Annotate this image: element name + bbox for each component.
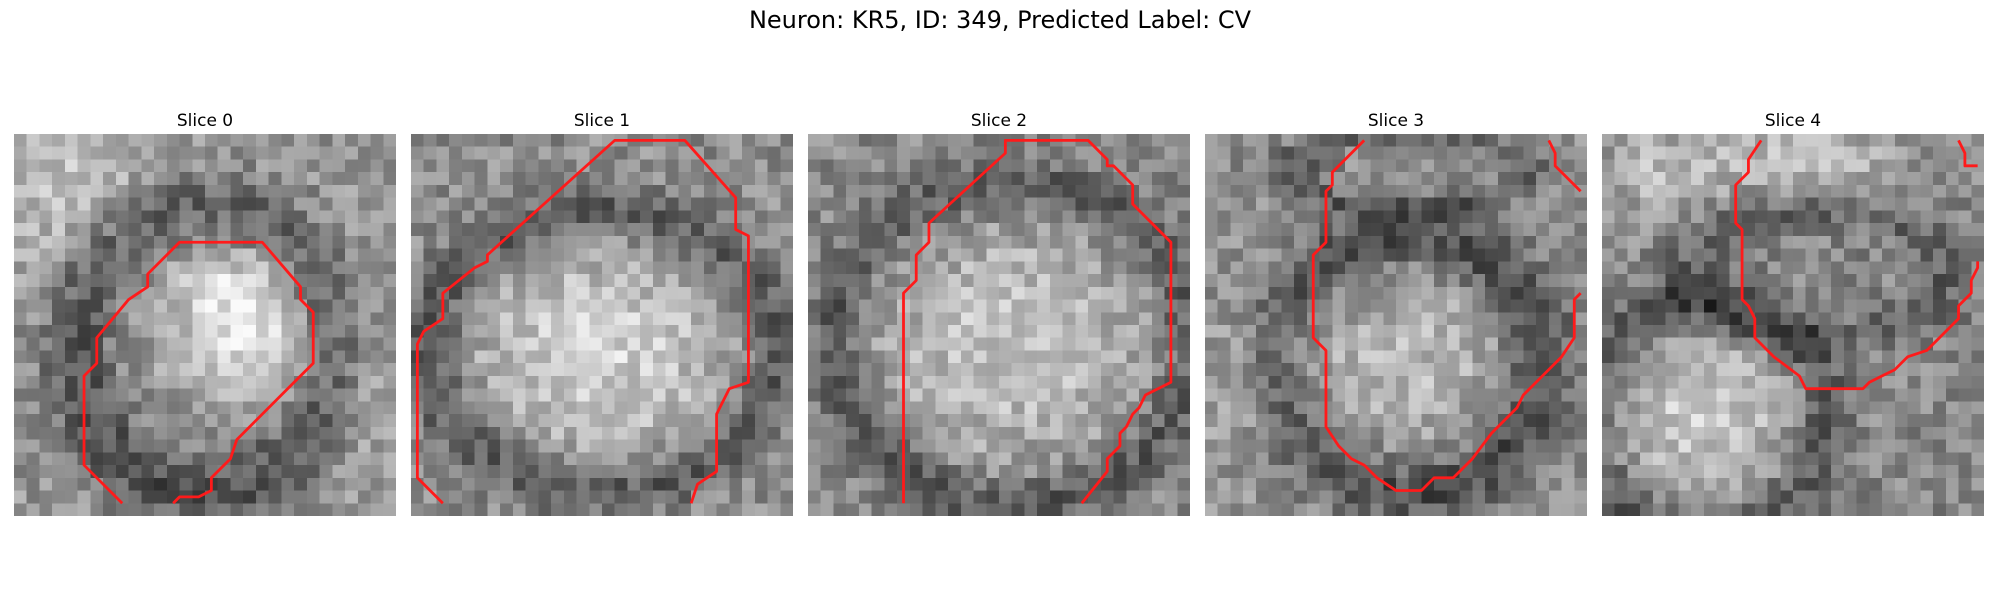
slice-panel-2: Slice 2 (808, 108, 1190, 516)
slice-3-title: Slice 3 (1205, 108, 1587, 134)
slice-0-image (14, 134, 396, 516)
slice-4-image (1602, 134, 1984, 516)
slice-2-image (808, 134, 1190, 516)
slice-panel-3: Slice 3 (1205, 108, 1587, 516)
slice-panel-0: Slice 0 (14, 108, 396, 516)
slice-panel-4: Slice 4 (1602, 108, 1984, 516)
slice-0-title: Slice 0 (14, 108, 396, 134)
slice-1-title: Slice 1 (411, 108, 793, 134)
slice-panel-1: Slice 1 (411, 108, 793, 516)
slice-4-title: Slice 4 (1602, 108, 1984, 134)
slice-2-title: Slice 2 (808, 108, 1190, 134)
slice-3-image (1205, 134, 1587, 516)
figure-title: Neuron: KR5, ID: 349, Predicted Label: C… (0, 6, 2000, 34)
slice-1-image (411, 134, 793, 516)
